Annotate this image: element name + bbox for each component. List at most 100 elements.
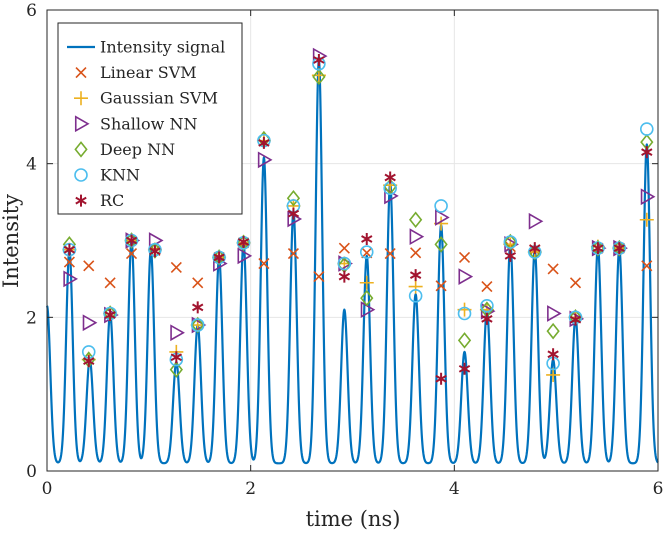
x-tick-label: 6	[653, 479, 664, 499]
data-point	[481, 312, 493, 325]
data-point	[360, 301, 376, 319]
data-point	[361, 232, 373, 245]
data-point	[104, 277, 116, 289]
data-point	[639, 122, 654, 136]
data-point	[63, 243, 76, 256]
data-point	[83, 355, 95, 368]
data-point	[409, 269, 422, 282]
data-point	[149, 245, 161, 258]
y-tick-label: 4	[26, 155, 37, 175]
plot-frame	[46, 9, 659, 472]
marker-layer	[62, 47, 656, 385]
data-point	[170, 261, 182, 273]
series-rc	[63, 53, 653, 385]
x-tick-label: 0	[42, 479, 53, 499]
data-point	[104, 309, 116, 322]
x-tick-label: 2	[245, 479, 256, 499]
legend-swatch	[74, 91, 88, 106]
data-point	[458, 268, 474, 285]
data-point	[83, 260, 95, 272]
y-tick-label: 6	[26, 1, 37, 21]
data-point	[458, 251, 471, 263]
data-point	[409, 228, 425, 246]
legend-entry: Gaussian SVM	[74, 89, 218, 108]
data-point	[435, 280, 447, 292]
data-point	[170, 351, 183, 364]
data-point	[481, 281, 493, 293]
data-point	[640, 188, 656, 206]
data-point	[547, 348, 559, 361]
data-point	[408, 289, 423, 303]
data-point	[360, 289, 374, 307]
data-point	[641, 260, 653, 272]
legend: Intensity signal Linear SVM Gaussian SVM Sh…	[57, 22, 243, 215]
legend-label: Gaussian SVM	[100, 89, 218, 108]
x-axis-label: time (ns)	[306, 507, 401, 531]
data-point	[641, 146, 653, 159]
data-point	[286, 189, 301, 207]
data-point	[237, 247, 253, 265]
data-point	[384, 247, 396, 260]
data-point	[503, 233, 517, 251]
data-point	[287, 207, 300, 220]
data-point	[237, 236, 250, 249]
legend-label: Deep NN	[100, 140, 175, 159]
data-point	[457, 332, 472, 349]
data-point	[569, 313, 582, 326]
data-point	[528, 212, 544, 230]
legend-label: Intensity signal	[100, 38, 225, 57]
y-tick-label: 0	[26, 462, 37, 482]
data-point	[503, 235, 518, 249]
data-point	[546, 322, 560, 340]
data-point	[313, 53, 325, 66]
data-point	[458, 362, 471, 375]
data-point	[213, 251, 225, 264]
data-point	[170, 324, 185, 342]
legend-entry: Linear SVM	[75, 63, 197, 82]
intensity-signal-line	[45, 58, 659, 465]
data-point	[338, 242, 350, 254]
legend-entry: RC	[75, 191, 124, 210]
legend-swatch	[74, 115, 90, 133]
x-tick-label: 4	[449, 479, 460, 499]
data-point	[434, 236, 448, 253]
data-point	[592, 242, 604, 255]
data-point	[338, 270, 351, 283]
data-point	[337, 256, 352, 271]
data-point	[63, 270, 79, 288]
data-point	[547, 305, 562, 322]
signal-layer	[45, 58, 659, 465]
data-point	[613, 242, 625, 255]
data-point	[192, 301, 204, 314]
data-point	[457, 306, 472, 321]
data-point	[359, 245, 374, 259]
legend-swatch	[74, 141, 88, 158]
data-point	[480, 299, 494, 313]
data-point	[410, 247, 422, 259]
legend-label: KNN	[100, 166, 140, 185]
data-point	[313, 271, 325, 283]
data-point	[639, 212, 654, 227]
data-point	[546, 367, 561, 382]
legend-label: RC	[100, 191, 124, 210]
data-point	[192, 277, 204, 289]
data-point	[63, 256, 75, 268]
legend-swatch	[75, 194, 87, 207]
data-point	[359, 275, 374, 290]
data-point	[125, 247, 138, 260]
legend-swatch	[74, 168, 88, 182]
data-point	[312, 68, 326, 86]
data-point	[258, 257, 270, 270]
data-point	[190, 318, 205, 332]
y-axis-label: Intensity	[0, 194, 23, 288]
data-point	[384, 171, 396, 184]
data-point	[435, 209, 450, 226]
data-point	[125, 234, 138, 247]
data-point	[287, 247, 300, 260]
legend-label: Linear SVM	[100, 63, 197, 82]
legend-entry: Shallow NN	[74, 114, 197, 133]
data-point	[547, 263, 559, 275]
data-point	[435, 372, 447, 385]
data-point	[169, 361, 183, 378]
